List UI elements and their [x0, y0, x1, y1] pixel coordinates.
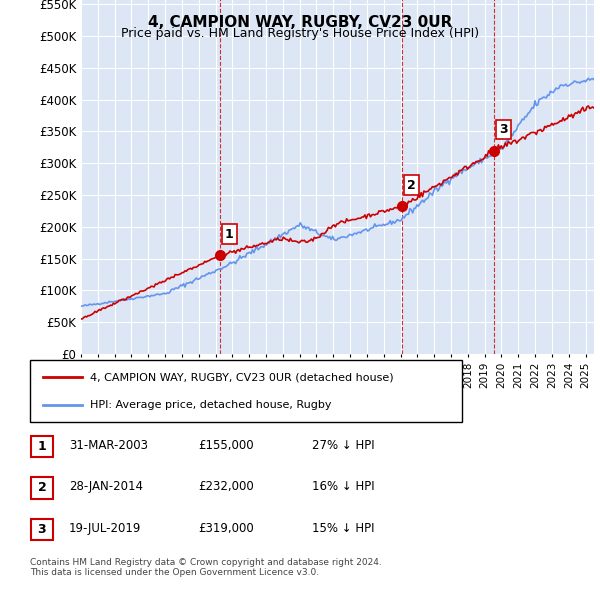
FancyBboxPatch shape — [31, 477, 53, 499]
Text: HPI: Average price, detached house, Rugby: HPI: Average price, detached house, Rugb… — [91, 399, 332, 409]
Text: 16% ↓ HPI: 16% ↓ HPI — [312, 480, 374, 493]
Text: 4, CAMPION WAY, RUGBY, CV23 0UR (detached house): 4, CAMPION WAY, RUGBY, CV23 0UR (detache… — [91, 372, 394, 382]
Text: 3: 3 — [38, 523, 46, 536]
Text: 2: 2 — [407, 179, 416, 192]
Text: £232,000: £232,000 — [198, 480, 254, 493]
Text: 15% ↓ HPI: 15% ↓ HPI — [312, 522, 374, 535]
FancyBboxPatch shape — [31, 436, 53, 457]
FancyBboxPatch shape — [30, 360, 462, 422]
Text: £319,000: £319,000 — [198, 522, 254, 535]
Text: 1: 1 — [224, 228, 233, 241]
Text: 28-JAN-2014: 28-JAN-2014 — [69, 480, 143, 493]
Text: 3: 3 — [499, 123, 508, 136]
Text: 27% ↓ HPI: 27% ↓ HPI — [312, 439, 374, 452]
Text: £155,000: £155,000 — [198, 439, 254, 452]
Text: 2: 2 — [38, 481, 46, 494]
FancyBboxPatch shape — [31, 519, 53, 540]
Text: Price paid vs. HM Land Registry's House Price Index (HPI): Price paid vs. HM Land Registry's House … — [121, 27, 479, 40]
Text: 31-MAR-2003: 31-MAR-2003 — [69, 439, 148, 452]
Text: 19-JUL-2019: 19-JUL-2019 — [69, 522, 142, 535]
Text: Contains HM Land Registry data © Crown copyright and database right 2024.
This d: Contains HM Land Registry data © Crown c… — [30, 558, 382, 577]
Text: 1: 1 — [38, 440, 46, 453]
Text: 4, CAMPION WAY, RUGBY, CV23 0UR: 4, CAMPION WAY, RUGBY, CV23 0UR — [148, 15, 452, 30]
